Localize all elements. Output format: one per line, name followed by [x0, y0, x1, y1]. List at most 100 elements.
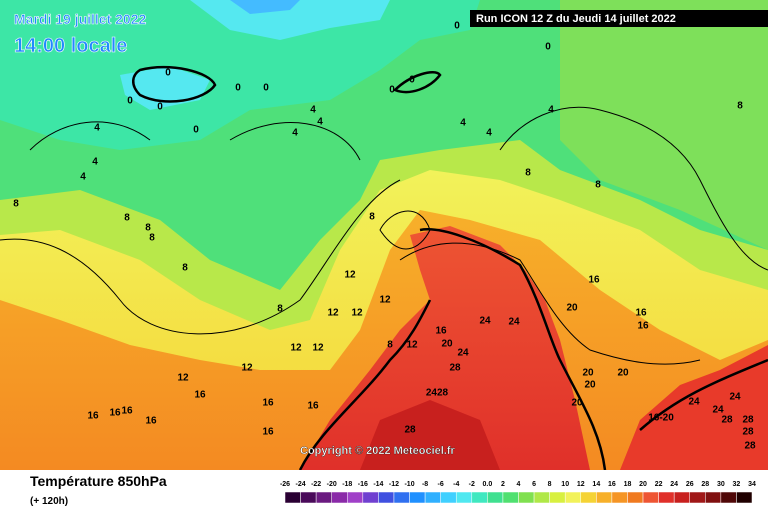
- contour-label: 4: [317, 117, 323, 128]
- contour-label: 24: [729, 392, 741, 403]
- contour-label: 24: [688, 397, 700, 408]
- contour-label: 16: [262, 427, 274, 438]
- scale-label: 28: [701, 481, 709, 488]
- scale-swatch: [533, 491, 550, 504]
- contour-label: 8: [595, 180, 601, 191]
- scale-label: -14: [373, 481, 383, 488]
- contour-label: 0: [263, 83, 269, 94]
- scale-label: 2: [501, 481, 505, 488]
- scale-label: -26: [280, 481, 290, 488]
- scale-swatch: [347, 491, 364, 504]
- scale-swatch: [502, 491, 519, 504]
- scale-label: -4: [453, 481, 459, 488]
- contour-label: 8: [145, 223, 151, 234]
- contour-label: 4: [292, 128, 298, 139]
- contour-label: 8: [737, 101, 743, 112]
- contour-label: 20: [566, 303, 578, 314]
- contour-label: 20: [584, 380, 596, 391]
- mild-region: [560, 0, 768, 250]
- contour-label: 12: [241, 363, 253, 374]
- scale-swatch: [518, 491, 535, 504]
- footer-subtitle: (+ 120h): [30, 496, 68, 507]
- contour-label: 16: [588, 275, 600, 286]
- scale-swatch: [487, 491, 504, 504]
- contour-label: 0: [235, 83, 241, 94]
- scale-swatch: [627, 491, 644, 504]
- contour-label: 24: [457, 348, 469, 359]
- contour-label: 16: [635, 308, 647, 319]
- scale-label: 34: [748, 481, 756, 488]
- contour-label: 12: [351, 308, 363, 319]
- scale-label: 10: [561, 481, 569, 488]
- contour-label: 28: [721, 415, 733, 426]
- scale-label: -12: [389, 481, 399, 488]
- scale-label: 14: [592, 481, 600, 488]
- scale-swatch: [642, 491, 659, 504]
- scale-label: 20: [639, 481, 647, 488]
- scale-label: 32: [733, 481, 741, 488]
- contour-label: 24: [479, 316, 491, 327]
- contour-label: 28: [742, 427, 754, 438]
- run-label: Run ICON 12 Z du Jeudi 14 juillet 2022: [476, 13, 676, 25]
- contour-label: 0: [409, 75, 415, 86]
- scale-swatch: [736, 491, 753, 504]
- contour-label: 4: [310, 105, 316, 116]
- scale-swatch: [471, 491, 488, 504]
- contour-label: 8: [369, 212, 375, 223]
- contour-label: 12: [344, 270, 356, 281]
- scale-label: 6: [532, 481, 536, 488]
- contour-label: 12: [312, 343, 324, 354]
- contour-label: 0: [545, 42, 551, 53]
- contour-label: 28: [404, 425, 416, 436]
- scale-swatch: [362, 491, 379, 504]
- scale-label: 24: [670, 481, 678, 488]
- contour-label: 24: [712, 405, 724, 416]
- contour-label: 0: [165, 68, 171, 79]
- scale-swatch: [284, 491, 301, 504]
- scale-label: 8: [548, 481, 552, 488]
- contour-label: 4: [80, 172, 86, 183]
- scale-label: 4: [517, 481, 521, 488]
- contour-label: 16: [262, 398, 274, 409]
- contour-label: 16: [435, 326, 447, 337]
- contour-label: 20: [571, 398, 583, 409]
- contour-label: 16: [87, 411, 99, 422]
- contour-label: 8: [182, 263, 188, 274]
- copyright: Copyright © 2022 Meteociel.fr: [300, 445, 456, 457]
- scale-swatch: [564, 491, 582, 504]
- contour-label: 12: [327, 308, 339, 319]
- scale-label: 30: [717, 481, 725, 488]
- scale-swatch: [393, 491, 410, 504]
- scale-swatch: [424, 491, 441, 504]
- contour-label: 8: [149, 233, 155, 244]
- scale-swatch: [409, 491, 426, 504]
- footer-title: Température 850hPa: [30, 473, 167, 489]
- scale-label: -10: [404, 481, 414, 488]
- contour-label: 4: [460, 118, 466, 129]
- contour-label: 28: [742, 415, 754, 426]
- scale-swatch: [378, 491, 395, 504]
- scale-swatch: [596, 491, 613, 504]
- contour-label: 4: [94, 123, 100, 134]
- scale-swatch: [300, 491, 317, 504]
- contour-label: 16: [109, 408, 121, 419]
- cold-core: [230, 0, 300, 14]
- scale-label: -16: [358, 481, 368, 488]
- contour-label: 0: [127, 96, 133, 107]
- contour-label: 16: [307, 401, 319, 412]
- contour-label: 16: [637, 321, 649, 332]
- run-box: [470, 10, 768, 27]
- scale-label: -18: [342, 481, 352, 488]
- scale-label: -24: [296, 481, 306, 488]
- contour-label: 8: [124, 213, 130, 224]
- scale-swatch: [580, 491, 597, 504]
- contour-label: 0: [193, 125, 199, 136]
- scale-label: 22: [655, 481, 663, 488]
- contour-label: 12: [177, 373, 189, 384]
- contour-label: 8: [277, 304, 283, 315]
- contour-label: 20: [441, 339, 453, 350]
- contour-label: 8: [387, 340, 393, 351]
